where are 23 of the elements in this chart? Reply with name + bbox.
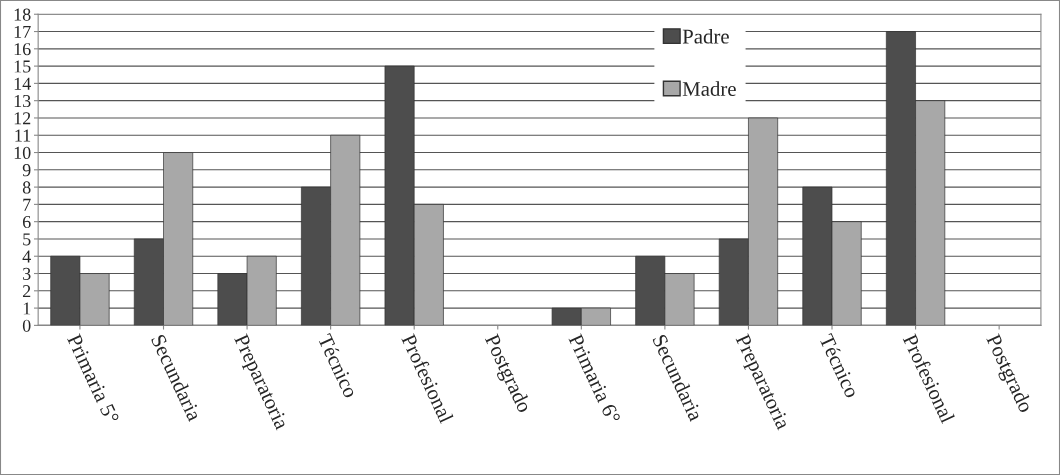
legend-label: Padre: [682, 28, 729, 44]
y-tick-label: 12: [14, 112, 31, 125]
y-tick-label: 0: [22, 319, 31, 332]
y-tick-label: 5: [23, 233, 31, 246]
x-tick-label: Técnico: [317, 332, 359, 399]
y-tick-label: 6: [22, 215, 31, 229]
y-tick-label: 3: [23, 267, 31, 280]
y-tick-label: 11: [15, 129, 31, 142]
y-tick-label: 16: [14, 43, 31, 56]
y-tick-label: 17: [14, 25, 31, 38]
y-tick-label: 10: [14, 146, 31, 159]
legend-label: Madre: [682, 81, 736, 96]
y-tick-label: 14: [14, 77, 31, 90]
y-tick-label: 9: [22, 164, 31, 177]
y-tick-label: 13: [14, 94, 31, 108]
y-tick-label: 2: [22, 285, 31, 298]
y-tick-label: 7: [23, 198, 31, 211]
y-tick-label: 1: [23, 302, 31, 315]
y-tick-label: 15: [14, 60, 31, 73]
y-tick-label: 4: [22, 250, 31, 263]
y-tick-label: 8: [22, 181, 31, 194]
y-tick-label: 18: [14, 8, 31, 21]
x-tick-label: Técnico: [818, 332, 861, 399]
